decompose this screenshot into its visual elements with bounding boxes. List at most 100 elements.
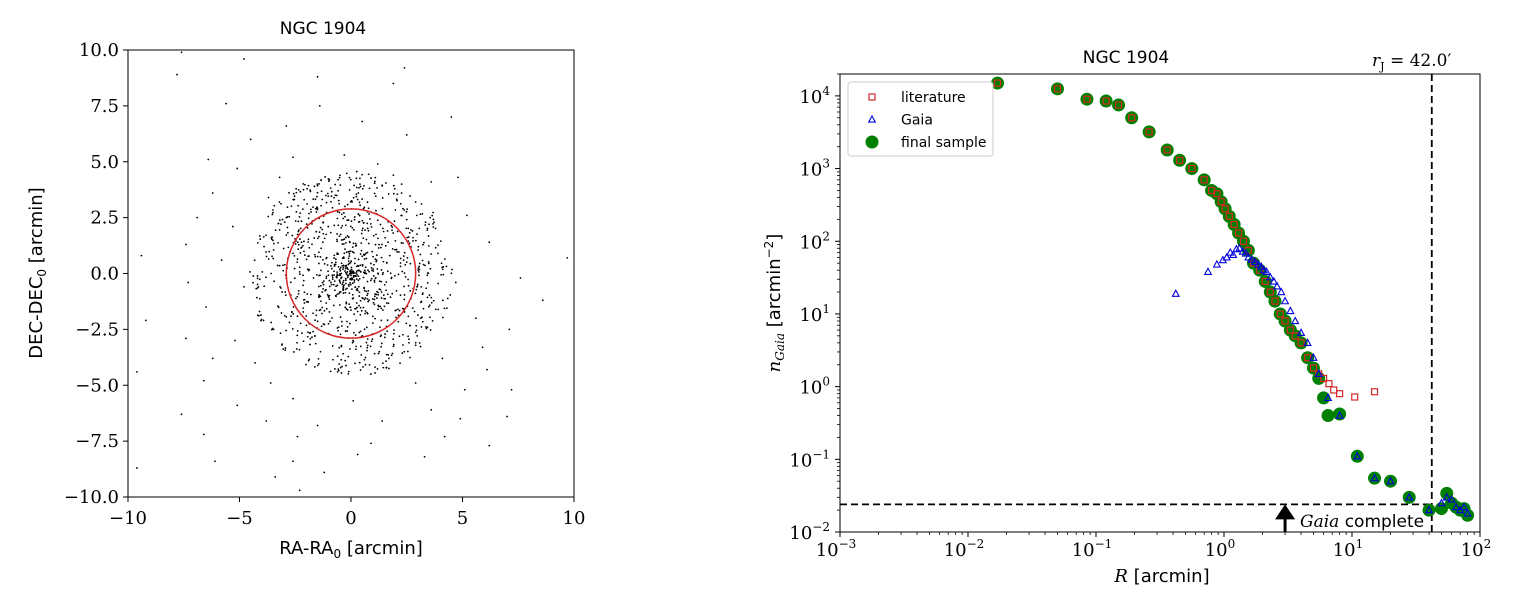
- star-point: [381, 207, 384, 210]
- star-point: [367, 173, 370, 176]
- star-point: [416, 285, 419, 288]
- star-point: [342, 217, 345, 220]
- star-point: [339, 333, 342, 336]
- right-y-tick-label: 10−1: [789, 447, 830, 471]
- star-point: [420, 203, 423, 205]
- star-point: [395, 248, 398, 251]
- star-point: [284, 347, 287, 350]
- star-point: [408, 341, 410, 344]
- star-point: [366, 298, 369, 300]
- star-point: [376, 268, 379, 270]
- star-point: [296, 241, 299, 244]
- star-point: [356, 273, 358, 276]
- star-point: [297, 290, 300, 292]
- star-point: [330, 195, 333, 198]
- star-point: [296, 258, 299, 261]
- star-point: [361, 255, 364, 258]
- star-point: [333, 274, 335, 276]
- star-point: [417, 269, 420, 272]
- star-point: [437, 252, 439, 255]
- star-point: [325, 302, 328, 304]
- star-point: [446, 297, 449, 300]
- star-point: [309, 189, 312, 192]
- star-point: [349, 200, 352, 203]
- gaia-point: [1272, 281, 1282, 290]
- star-point: [336, 284, 339, 287]
- star-point: [414, 292, 417, 295]
- star-point: [353, 216, 356, 218]
- star-point: [392, 338, 395, 341]
- star-point: [407, 227, 410, 230]
- star-point: [303, 198, 306, 201]
- gaia-point: [1447, 494, 1456, 503]
- star-point: [361, 229, 364, 232]
- star-point: [336, 252, 339, 255]
- star-point: [325, 201, 328, 204]
- star-point: [322, 241, 324, 244]
- star-point: [305, 324, 308, 327]
- star-point: [334, 289, 336, 292]
- star-point: [375, 233, 377, 236]
- literature-point: [1335, 390, 1344, 398]
- star-point: [344, 306, 347, 309]
- star-point: [326, 192, 329, 195]
- literature-point: [1230, 220, 1238, 229]
- right-x-tick-label: 100: [1205, 537, 1236, 561]
- star-point: [343, 252, 346, 255]
- star-point: [385, 281, 388, 283]
- star-point: [386, 293, 389, 296]
- star-point: [402, 242, 404, 245]
- star-point: [312, 330, 314, 333]
- final-sample-point: [1384, 474, 1398, 488]
- star-point: [407, 284, 410, 287]
- left-y-tick-label: −10.0: [64, 487, 119, 508]
- star-point: [357, 275, 360, 278]
- star-point: [431, 319, 434, 322]
- star-point: [337, 265, 340, 268]
- star-point: [419, 301, 422, 304]
- star-point: [337, 326, 340, 329]
- star-point: [369, 262, 372, 265]
- left-y-tick-label: 7.5: [90, 96, 119, 117]
- star-point: [403, 209, 406, 211]
- star-point: [372, 255, 374, 258]
- left-y-tick-label: −7.5: [75, 431, 119, 452]
- star-point: [378, 243, 380, 246]
- star-point: [136, 467, 138, 469]
- star-point: [254, 362, 257, 364]
- star-point: [374, 366, 376, 369]
- star-point: [202, 433, 205, 436]
- star-point: [333, 196, 335, 199]
- star-point: [326, 264, 329, 266]
- star-point: [359, 264, 362, 267]
- gaia-point: [1296, 328, 1306, 336]
- star-point: [298, 266, 301, 269]
- star-point: [337, 224, 340, 227]
- star-point: [318, 231, 321, 234]
- star-point: [399, 262, 402, 264]
- star-point: [352, 399, 355, 402]
- star-point: [335, 276, 338, 279]
- star-point: [211, 192, 214, 194]
- star-point: [344, 271, 347, 274]
- star-point: [288, 191, 290, 194]
- gaia-point: [1241, 248, 1251, 257]
- star-point: [302, 284, 304, 287]
- star-point: [426, 274, 429, 277]
- star-point: [355, 272, 358, 274]
- final-sample-point: [1173, 153, 1187, 167]
- star-point: [271, 213, 274, 216]
- star-point: [370, 226, 373, 228]
- star-point: [370, 340, 373, 343]
- star-point: [302, 307, 305, 310]
- star-point: [373, 182, 376, 185]
- star-point: [430, 180, 433, 183]
- star-point: [391, 226, 394, 229]
- star-point: [303, 302, 306, 304]
- star-point: [363, 206, 366, 209]
- star-point: [333, 224, 336, 227]
- left-y-tick-label: 0.0: [90, 264, 119, 285]
- star-point: [309, 293, 312, 296]
- star-point: [359, 271, 362, 273]
- star-point: [355, 265, 358, 268]
